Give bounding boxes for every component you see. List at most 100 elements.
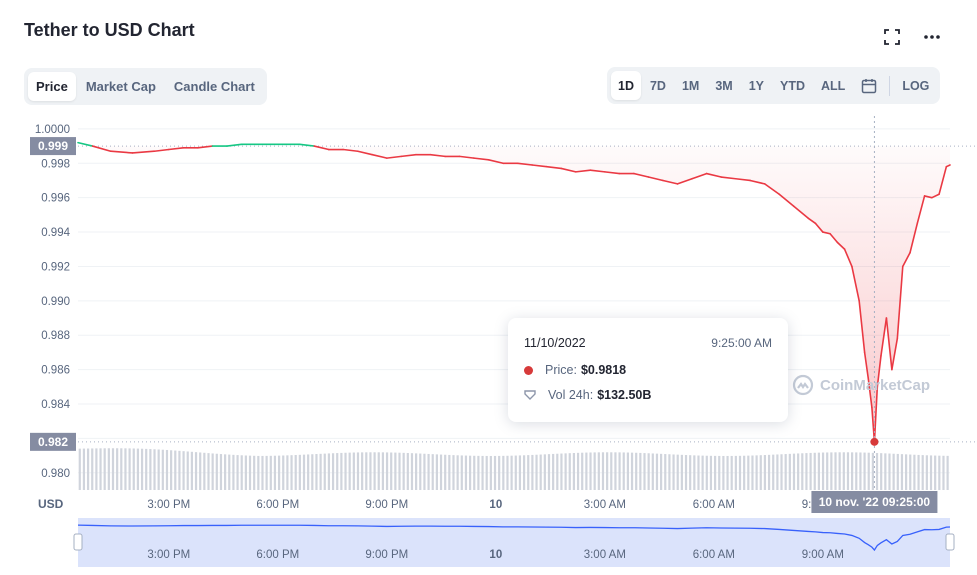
- volume-bar: [601, 452, 605, 490]
- volume-bar: [477, 455, 480, 490]
- volume-bar: [228, 454, 231, 490]
- volume-bar: [630, 452, 634, 490]
- volume-bar: [452, 455, 455, 490]
- volume-bar: [880, 453, 883, 490]
- volume-bar: [867, 452, 870, 490]
- range-7d-button[interactable]: 7D: [649, 78, 666, 93]
- volume-bar: [502, 455, 505, 490]
- volume-bar: [431, 454, 434, 490]
- range-3m-button[interactable]: 3M: [715, 78, 733, 93]
- navigator-tick-label: 6:00 AM: [693, 549, 735, 561]
- price-line-segment: [487, 159, 504, 165]
- price-line-segment: [836, 241, 846, 251]
- volume-bar: [390, 452, 393, 490]
- range-ytd-button[interactable]: YTD: [780, 78, 806, 93]
- more-icon[interactable]: [922, 28, 942, 46]
- volume-bar: [82, 448, 86, 490]
- volume-bar: [277, 455, 281, 490]
- price-line-segment: [153, 148, 170, 153]
- volume-bar: [348, 452, 351, 490]
- volume-bar: [734, 455, 737, 490]
- tooltip-volume-value: $132.50B: [597, 388, 652, 402]
- volume-bar: [99, 448, 102, 490]
- price-line-segment: [662, 179, 679, 185]
- tooltip-price-label: Price:: [545, 363, 577, 377]
- range-1m-button[interactable]: 1M: [681, 78, 700, 93]
- volume-bar: [265, 455, 268, 490]
- price-line-segment: [356, 150, 374, 156]
- price-line-segment: [896, 265, 904, 340]
- volume-bar: [618, 452, 621, 490]
- volume-bar: [124, 448, 127, 490]
- volume-bar: [398, 452, 401, 490]
- volume-bar: [219, 454, 223, 490]
- price-line-segment: [749, 179, 766, 185]
- volume-bar: [888, 453, 891, 490]
- coinmarketcap-logo-icon: [792, 374, 814, 396]
- price-line-segment: [814, 222, 824, 233]
- y-tick-label: 0.996: [41, 193, 70, 205]
- volume-bar: [792, 453, 796, 490]
- volume-bar: [597, 452, 600, 490]
- expand-icon[interactable]: [883, 28, 903, 46]
- price-line-segment: [822, 231, 831, 235]
- price-line-segment: [313, 145, 330, 151]
- volume-bar: [140, 448, 144, 490]
- price-chart[interactable]: 1.0000 0.998 0.996 0.994 0.992 0.990 0.988 0.98…: [0, 110, 977, 575]
- volume-bar: [813, 452, 816, 490]
- price-line-segment: [792, 205, 810, 220]
- volume-bar: [120, 448, 123, 490]
- volume-bar: [352, 452, 355, 490]
- price-line-segment: [891, 337, 899, 371]
- volume-bar: [236, 455, 239, 490]
- volume-bar: [875, 452, 879, 490]
- volume-bar: [282, 455, 285, 490]
- volume-bar: [900, 454, 904, 490]
- x-tick-label: 6:00 PM: [256, 499, 299, 511]
- range-all-button[interactable]: ALL: [821, 78, 846, 93]
- volume-bar: [913, 454, 916, 490]
- range-1d-button[interactable]: 1D: [611, 71, 641, 100]
- volume-bar: [319, 453, 322, 490]
- volume-bar: [934, 455, 937, 490]
- volume-bar: [485, 455, 488, 490]
- volume-bar: [253, 455, 256, 490]
- volume-bar: [86, 448, 90, 490]
- y-tick-label: 0.990: [41, 296, 70, 308]
- price-line-segment: [560, 167, 577, 173]
- volume-bar: [161, 449, 164, 490]
- volume-bar: [178, 450, 181, 490]
- price-line-segment: [386, 155, 403, 159]
- navigator-right-handle[interactable]: [945, 533, 955, 551]
- volume-bar: [165, 449, 169, 490]
- volume-bar: [381, 452, 384, 490]
- range-1y-button[interactable]: 1Y: [748, 78, 765, 93]
- tooltip-price-value: $0.9818: [580, 363, 627, 377]
- price-line-segment: [342, 148, 359, 153]
- tab-price[interactable]: Price: [28, 72, 76, 101]
- calendar-icon[interactable]: [854, 71, 884, 100]
- price-line-segment: [298, 143, 315, 147]
- volume-bar: [514, 455, 517, 490]
- tab-market-cap[interactable]: Market Cap: [85, 79, 156, 94]
- volume-bar: [419, 453, 422, 490]
- volume-bar: [917, 454, 920, 490]
- volume-bar: [755, 455, 758, 490]
- volume-bar: [701, 455, 704, 490]
- volume-bar: [664, 454, 667, 490]
- log-scale-button[interactable]: LOG: [902, 78, 930, 93]
- hover-point: [870, 437, 879, 446]
- volume-bar: [693, 455, 696, 490]
- price-line-segment: [91, 145, 112, 153]
- volume-bar: [460, 455, 463, 490]
- tab-candle-chart[interactable]: Candle Chart: [173, 79, 255, 94]
- volume-bar: [315, 454, 318, 490]
- price-badge-label: 0.999: [38, 139, 68, 153]
- x-tick-label: 9:00 PM: [365, 499, 408, 511]
- volume-bar: [385, 452, 389, 490]
- volume-bar: [647, 453, 650, 490]
- volume-bar: [581, 452, 584, 490]
- navigator-left-handle[interactable]: [73, 533, 83, 551]
- y-tick-label: 0.988: [41, 330, 70, 342]
- volume-bar: [593, 452, 596, 490]
